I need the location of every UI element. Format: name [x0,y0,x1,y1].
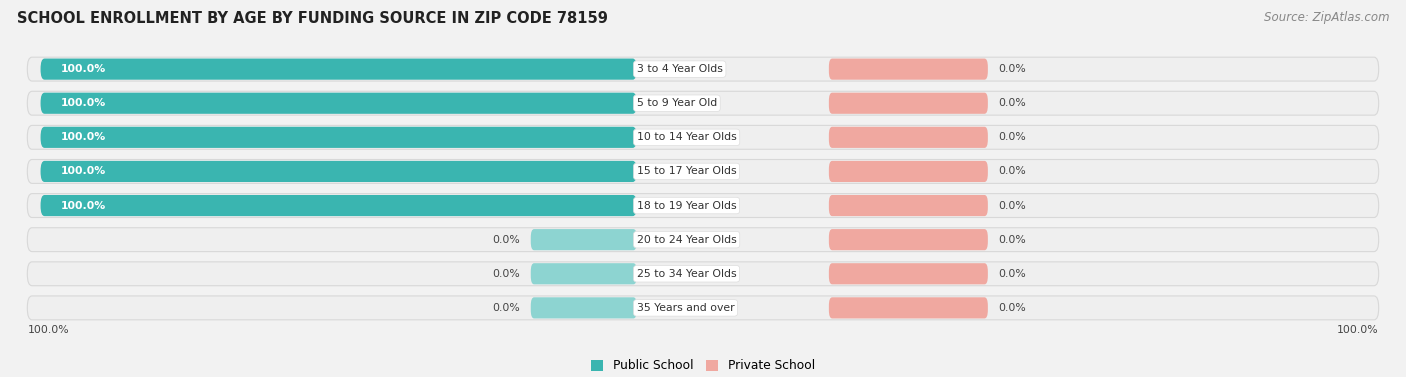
Text: 100.0%: 100.0% [60,166,105,176]
FancyBboxPatch shape [41,161,637,182]
FancyBboxPatch shape [531,297,637,319]
FancyBboxPatch shape [830,263,988,284]
FancyBboxPatch shape [41,58,637,80]
Text: 0.0%: 0.0% [998,234,1026,245]
Text: 0.0%: 0.0% [998,166,1026,176]
FancyBboxPatch shape [830,297,988,319]
Text: 0.0%: 0.0% [998,98,1026,108]
Text: 0.0%: 0.0% [998,132,1026,143]
Text: SCHOOL ENROLLMENT BY AGE BY FUNDING SOURCE IN ZIP CODE 78159: SCHOOL ENROLLMENT BY AGE BY FUNDING SOUR… [17,11,607,26]
Text: 100.0%: 100.0% [60,98,105,108]
Text: 0.0%: 0.0% [492,303,520,313]
FancyBboxPatch shape [27,296,1379,320]
Text: 0.0%: 0.0% [998,269,1026,279]
FancyBboxPatch shape [41,195,637,216]
FancyBboxPatch shape [830,161,988,182]
Text: 0.0%: 0.0% [492,269,520,279]
Text: 0.0%: 0.0% [492,234,520,245]
Text: 20 to 24 Year Olds: 20 to 24 Year Olds [637,234,737,245]
Text: 3 to 4 Year Olds: 3 to 4 Year Olds [637,64,723,74]
Text: 0.0%: 0.0% [998,303,1026,313]
Text: 25 to 34 Year Olds: 25 to 34 Year Olds [637,269,737,279]
FancyBboxPatch shape [531,263,637,284]
Text: 35 Years and over: 35 Years and over [637,303,734,313]
FancyBboxPatch shape [531,229,637,250]
FancyBboxPatch shape [830,58,988,80]
FancyBboxPatch shape [830,127,988,148]
Text: 5 to 9 Year Old: 5 to 9 Year Old [637,98,717,108]
FancyBboxPatch shape [27,159,1379,183]
Text: 0.0%: 0.0% [998,201,1026,211]
FancyBboxPatch shape [27,91,1379,115]
Text: 100.0%: 100.0% [60,64,105,74]
FancyBboxPatch shape [830,229,988,250]
Text: Source: ZipAtlas.com: Source: ZipAtlas.com [1264,11,1389,24]
FancyBboxPatch shape [41,127,637,148]
Text: 15 to 17 Year Olds: 15 to 17 Year Olds [637,166,737,176]
FancyBboxPatch shape [830,93,988,114]
FancyBboxPatch shape [830,195,988,216]
FancyBboxPatch shape [27,228,1379,251]
FancyBboxPatch shape [27,57,1379,81]
Text: 100.0%: 100.0% [1337,325,1379,335]
FancyBboxPatch shape [27,262,1379,286]
Text: 18 to 19 Year Olds: 18 to 19 Year Olds [637,201,737,211]
Text: 10 to 14 Year Olds: 10 to 14 Year Olds [637,132,737,143]
Text: 100.0%: 100.0% [27,325,69,335]
FancyBboxPatch shape [41,93,637,114]
Text: 100.0%: 100.0% [60,132,105,143]
FancyBboxPatch shape [27,126,1379,149]
Text: 100.0%: 100.0% [60,201,105,211]
FancyBboxPatch shape [27,194,1379,218]
Text: 0.0%: 0.0% [998,64,1026,74]
Legend: Public School, Private School: Public School, Private School [586,354,820,377]
